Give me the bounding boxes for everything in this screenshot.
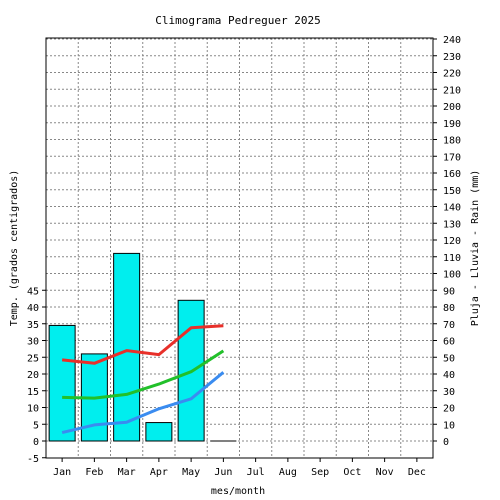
x-tick-label: May (182, 467, 200, 478)
right-tick-label: 170 (443, 152, 461, 163)
left-tick-label: 5 (33, 420, 39, 431)
right-tick-label: 90 (443, 286, 455, 297)
right-tick-label: 100 (443, 270, 461, 281)
right-tick-label: 200 (443, 102, 461, 113)
chart-title: Climograma Pedreguer 2025 (155, 14, 321, 27)
left-tick-label: 15 (27, 387, 39, 398)
left-axis-label: Temp. (grados centigrados) (9, 170, 20, 327)
left-tick-label: 25 (27, 353, 39, 364)
x-tick-label: Dec (408, 467, 426, 478)
right-tick-label: 0 (443, 437, 449, 448)
right-tick-label: 220 (443, 69, 461, 80)
left-tick-label: 35 (27, 320, 39, 331)
temperature-line (62, 349, 225, 400)
right-tick-label: 210 (443, 85, 461, 96)
temperature-line (61, 371, 225, 435)
x-tick-label: Feb (85, 467, 103, 478)
right-tick-label: 190 (443, 119, 461, 130)
right-tick-label: 130 (443, 219, 461, 230)
right-tick-label: 160 (443, 169, 461, 180)
left-tick-label: 10 (27, 404, 39, 415)
right-tick-label: 110 (443, 253, 461, 264)
x-tick-label: Jan (53, 467, 71, 478)
rain-bar (145, 422, 173, 442)
x-tick-label: Oct (343, 467, 361, 478)
left-tick-label: -5 (27, 454, 39, 465)
right-tick-label: 10 (443, 420, 455, 431)
right-tick-label: 240 (443, 35, 461, 46)
right-tick-label: 70 (443, 320, 455, 331)
right-tick-label: 230 (443, 52, 461, 63)
x-tick-label: Nov (376, 467, 394, 478)
right-tick-label: 180 (443, 136, 461, 147)
x-tick-label: Mar (118, 467, 136, 478)
rain-bar (48, 324, 76, 442)
right-axis-label: Pluja - Lluvia - Rain (mm) (470, 170, 481, 327)
right-tick-label: 150 (443, 186, 461, 197)
right-tick-label: 140 (443, 203, 461, 214)
x-tick-label: Apr (150, 467, 168, 478)
left-tick-label: 20 (27, 370, 39, 381)
right-tick-label: 60 (443, 337, 455, 348)
left-tick-label: 30 (27, 337, 39, 348)
right-tick-label: 50 (443, 353, 455, 364)
right-tick-label: 40 (443, 370, 455, 381)
right-tick-label: 120 (443, 236, 461, 247)
right-tick-label: 20 (443, 404, 455, 415)
axis-ticks: 0102030405060708090100110120130140150160… (27, 35, 461, 478)
plot-frame (45, 37, 434, 459)
x-tick-label: Jul (247, 467, 265, 478)
right-tick-label: 30 (443, 387, 455, 398)
x-axis-label: mes/month (211, 486, 265, 497)
rain-bar (113, 252, 141, 442)
left-tick-label: 40 (27, 303, 39, 314)
left-tick-label: 45 (27, 286, 39, 297)
temperature-lines (61, 324, 225, 435)
x-tick-label: Jun (214, 467, 232, 478)
rain-bars (48, 252, 237, 442)
left-tick-label: 0 (33, 437, 39, 448)
right-tick-label: 80 (443, 303, 455, 314)
temperature-line (61, 324, 224, 365)
x-tick-label: Aug (279, 467, 297, 478)
x-tick-label: Sep (311, 467, 329, 478)
